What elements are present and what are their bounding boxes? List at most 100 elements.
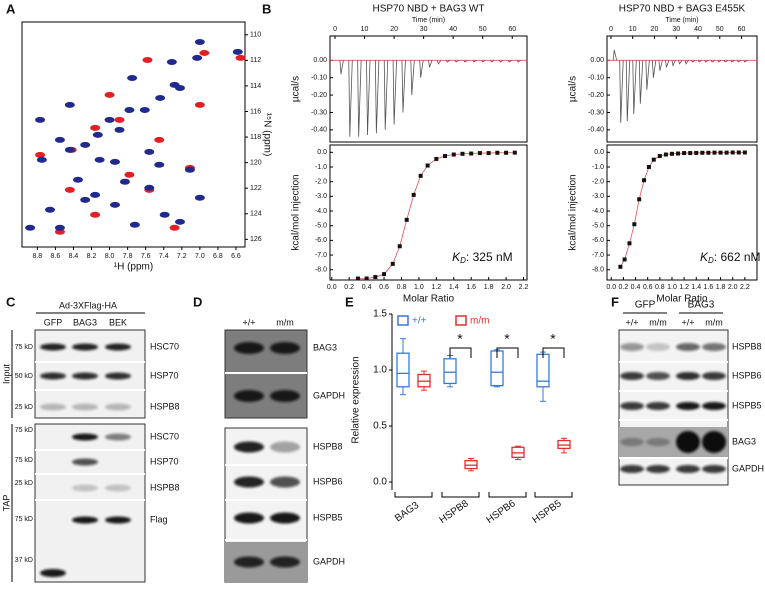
- group-bracket: [441, 492, 480, 498]
- injection-peak: [645, 60, 650, 90]
- injection-peak: [691, 59, 696, 63]
- injection-peak: [348, 60, 353, 137]
- iso-y-tick-label: -4.0: [592, 208, 604, 215]
- iso-x-tick-label: 1.4: [691, 284, 701, 291]
- protein-label: HSP70: [150, 370, 179, 380]
- size-marker: 75 kD: [15, 344, 33, 351]
- group-label: GFP: [635, 300, 656, 311]
- injection-peak: [366, 60, 371, 136]
- time-tick-label: 0: [333, 26, 337, 33]
- protein-label: HSPB8: [313, 441, 343, 451]
- iso-y-tick-label: -3.0: [315, 193, 327, 200]
- nmr-peak: [64, 101, 75, 108]
- nmr-peak: [154, 136, 165, 143]
- significance-mark: *: [550, 331, 556, 347]
- injection-peak: [717, 59, 722, 63]
- raw-y-tick-label: -0.10: [588, 75, 604, 82]
- blot-band: [270, 390, 300, 402]
- box: [536, 353, 550, 388]
- protein-label: GAPDH: [313, 390, 345, 400]
- group-label: BAG3: [688, 300, 715, 311]
- nmr-peak: [144, 184, 155, 191]
- protein-label: HSPB6: [732, 370, 762, 380]
- isotherm-point: [504, 150, 509, 155]
- x-tick-label: HSPB5: [530, 498, 564, 526]
- iso-y-tick-label: -4.0: [315, 208, 327, 215]
- isotherm-point: [486, 151, 491, 156]
- x-tick-label: 8.8: [32, 253, 42, 260]
- lane-label: +/+: [681, 317, 694, 327]
- isotherm-point: [425, 163, 430, 168]
- y-tick-label: 112: [250, 57, 261, 64]
- isotherm-point: [694, 150, 699, 155]
- x-tick-label: 6.6: [231, 253, 241, 260]
- isotherm-point: [632, 222, 637, 227]
- x-tick-label: 7.2: [177, 253, 187, 260]
- protein-label: GAPDH: [732, 463, 764, 473]
- nmr-peak: [119, 178, 130, 185]
- significance-mark: *: [457, 331, 463, 347]
- nmr-peak: [159, 211, 170, 218]
- isotherm-frame: [606, 144, 758, 281]
- blot-band: [270, 556, 300, 568]
- time-tick-label: 60: [738, 26, 746, 33]
- blot-band: [40, 569, 66, 577]
- iso-x-tick-label: 0.0: [606, 284, 616, 291]
- isotherm-point: [364, 276, 369, 281]
- raw-y-tick-label: -0.40: [311, 127, 327, 134]
- iso-x-tick-label: 2.2: [519, 284, 529, 291]
- injection-peak: [625, 60, 631, 122]
- nmr-peak: [194, 194, 205, 201]
- nmr-peak: [174, 84, 185, 91]
- x-tick-label: BAG3: [393, 500, 422, 525]
- blot-band: [105, 372, 131, 380]
- nmr-peak: [54, 136, 65, 143]
- time-tick-label: 30: [420, 26, 428, 33]
- nmr-peak: [169, 224, 180, 231]
- isotherm-point: [688, 151, 693, 156]
- protein-label: BAG3: [732, 436, 756, 446]
- size-marker: 37 kD: [15, 557, 33, 564]
- protein-label: HSPB8: [150, 401, 180, 411]
- time-tick-label: 30: [672, 26, 680, 33]
- iso-y-label: kcal/mol injection: [291, 174, 302, 250]
- nmr-peak: [80, 196, 91, 203]
- blot-band: [105, 433, 131, 441]
- blot-band: [620, 465, 644, 473]
- time-tick-label: 0: [609, 26, 613, 33]
- isotherm-point: [724, 150, 729, 155]
- blot-band: [620, 343, 644, 351]
- iso-x-label: Molar Ratio: [403, 294, 455, 305]
- lane-label: +/+: [242, 317, 255, 327]
- blot-band: [72, 403, 98, 411]
- nmr-peak: [36, 156, 47, 163]
- blot-band: [702, 402, 726, 410]
- blot-band: [702, 431, 726, 453]
- protein-label: HSC70: [150, 341, 179, 351]
- blot-band: [72, 516, 98, 524]
- injection-peak: [463, 59, 468, 63]
- raw-y-label: µcal/s: [568, 76, 579, 102]
- raw-y-label: µcal/s: [291, 76, 302, 102]
- isotherm-point: [718, 150, 723, 155]
- protein-label: HSPB5: [313, 512, 343, 522]
- protein-label: HSPB8: [150, 482, 180, 492]
- protein-label: HSPB5: [732, 400, 762, 410]
- injection-peak: [401, 60, 406, 113]
- protein-label: HSPB6: [313, 476, 343, 486]
- isotherm-point: [730, 150, 735, 155]
- isotherm-point: [451, 152, 456, 157]
- isotherm-point: [382, 272, 387, 277]
- isotherm-point: [460, 151, 465, 156]
- header: Ad-3XFlag-HA: [59, 300, 117, 310]
- size-marker: 75 kD: [15, 516, 33, 523]
- isotherm-point: [443, 154, 448, 159]
- iso-y-tick-label: -1.0: [592, 164, 604, 171]
- isotherm-point: [411, 192, 416, 197]
- isotherm-point: [736, 150, 741, 155]
- iso-x-tick-label: 1.6: [466, 284, 476, 291]
- blot-band: [646, 372, 670, 380]
- nmr-peak: [90, 211, 101, 218]
- injection-peak: [671, 60, 676, 67]
- x-tick-label: 7.0: [195, 253, 205, 260]
